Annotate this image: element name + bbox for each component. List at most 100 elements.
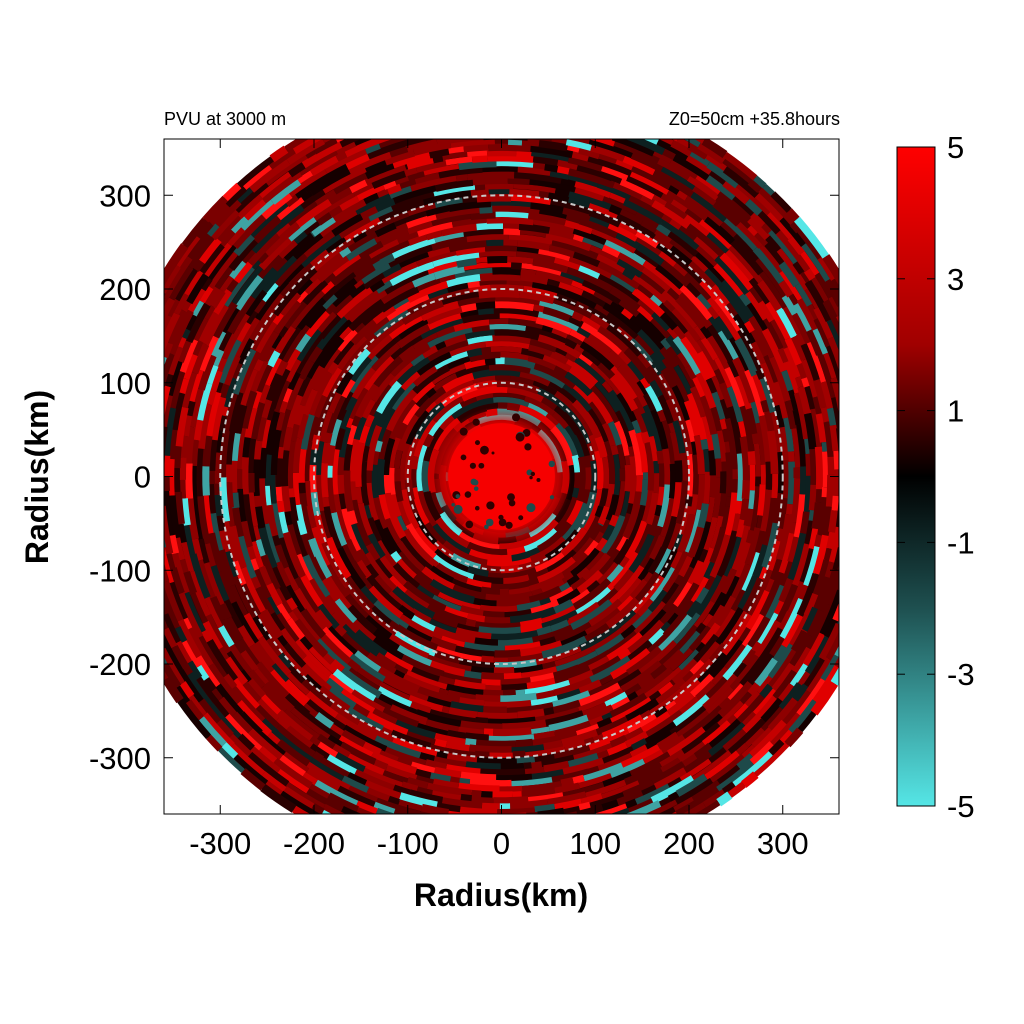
field-segment	[847, 537, 849, 547]
field-segment	[332, 275, 358, 299]
field-segment	[819, 589, 839, 637]
field-segment	[229, 584, 249, 616]
field-segment	[616, 789, 645, 808]
field-segment	[869, 512, 875, 551]
field-segment	[306, 537, 333, 580]
field-segment	[152, 323, 159, 340]
y-tick-label: -200	[89, 647, 151, 682]
field-segment	[527, 567, 550, 582]
field-segment	[601, 712, 613, 722]
field-segment	[184, 463, 194, 499]
field-segment	[728, 244, 764, 284]
field-segment	[745, 529, 757, 545]
field-segment	[826, 563, 839, 607]
field-segment	[890, 421, 892, 437]
field-segment	[391, 736, 438, 758]
field-segment	[686, 600, 703, 619]
field-segment	[628, 798, 654, 814]
field-segment	[509, 373, 535, 386]
field-segment	[747, 215, 772, 241]
field-segment	[724, 417, 736, 431]
field-segment	[409, 700, 432, 716]
field-segment	[141, 526, 143, 541]
field-segment	[181, 571, 198, 596]
field-segment	[748, 315, 776, 359]
field-segment	[647, 589, 669, 614]
field-segment	[399, 442, 411, 490]
field-segment	[775, 229, 811, 272]
field-segment	[373, 220, 397, 238]
field-segment	[283, 511, 293, 526]
field-segment	[514, 107, 545, 109]
x-tick-label: -200	[283, 826, 345, 861]
field-segment	[602, 195, 638, 216]
field-segment	[377, 125, 387, 128]
field-segment	[719, 418, 729, 430]
field-segment	[265, 504, 279, 537]
field-segment	[451, 584, 487, 602]
field-segment	[735, 519, 748, 539]
field-segment	[659, 311, 679, 331]
field-segment	[274, 730, 314, 763]
field-segment	[284, 193, 299, 208]
field-segment	[393, 669, 406, 681]
field-segment	[695, 574, 723, 616]
field-segment	[230, 711, 253, 735]
field-segment	[511, 546, 541, 562]
field-segment	[679, 630, 701, 655]
field-segment	[312, 394, 328, 418]
field-segment	[344, 139, 391, 158]
field-segment	[741, 648, 758, 667]
field-segment	[749, 741, 776, 766]
field-segment	[197, 716, 227, 748]
field-segment	[470, 665, 494, 675]
field-segment	[292, 587, 327, 632]
field-segment	[295, 335, 323, 374]
field-segment	[562, 382, 593, 412]
field-segment	[303, 441, 313, 481]
field-segment	[711, 284, 731, 306]
field-segment	[524, 679, 571, 697]
field-segment	[529, 365, 567, 389]
field-segment	[279, 790, 315, 814]
field-segment	[257, 447, 268, 479]
field-segment	[552, 690, 591, 709]
field-segment	[620, 660, 664, 694]
field-segment	[428, 491, 444, 516]
field-segment	[164, 311, 181, 349]
field-segment	[326, 754, 357, 776]
field-segment	[395, 515, 408, 532]
field-segment	[724, 643, 748, 672]
field-segment	[182, 617, 193, 630]
field-segment	[672, 419, 689, 454]
field-segment	[626, 691, 640, 703]
field-segment	[722, 610, 749, 647]
field-segment	[335, 150, 348, 162]
field-segment	[804, 520, 815, 545]
field-segment	[708, 642, 728, 663]
field-speck	[451, 502, 455, 507]
colorbar-tick-label: 3	[947, 262, 964, 297]
field-segment	[324, 594, 360, 634]
field-segment	[460, 793, 473, 804]
field-segment	[171, 392, 186, 431]
field-segment	[463, 143, 489, 153]
field-segment	[736, 694, 766, 724]
field-segment	[233, 754, 269, 786]
field-segment	[250, 615, 272, 642]
field-segment	[416, 786, 433, 797]
field-segment	[508, 318, 544, 330]
field-segment	[525, 746, 566, 758]
field-segment	[517, 238, 551, 251]
field-segment	[152, 518, 153, 528]
field-segment	[340, 508, 362, 553]
field-segment	[583, 489, 592, 505]
field-segment	[301, 663, 332, 693]
field-segment	[455, 363, 490, 379]
field-segment	[330, 211, 364, 237]
field-segment	[803, 657, 825, 687]
field-segment	[329, 252, 372, 287]
field-segment	[564, 424, 585, 458]
field-segment	[325, 394, 346, 434]
field-segment	[341, 287, 380, 321]
